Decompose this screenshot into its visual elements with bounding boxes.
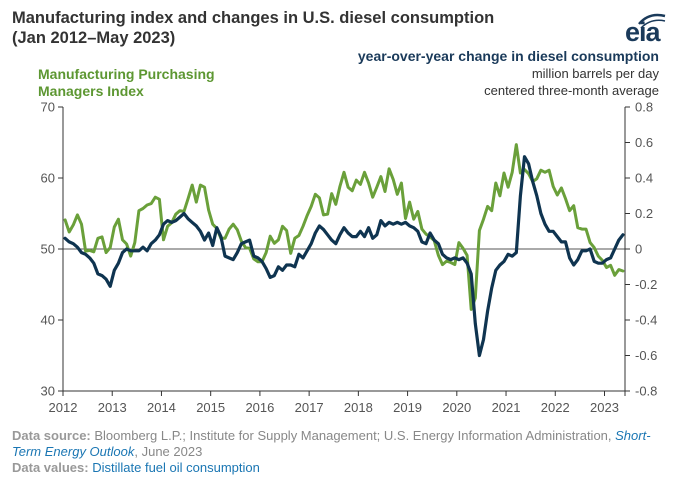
right-axis-title-line2: million barrels per day — [531, 66, 659, 81]
x-axis-tick-label: 2016 — [245, 400, 274, 415]
logo-arc-icon — [638, 13, 666, 29]
chart-title-line1: Manufacturing index and changes in U.S. … — [12, 9, 495, 27]
right-axis-tick-label: 0.4 — [635, 171, 653, 186]
right-axis-title: year-over-year change in diesel consumpt… — [358, 48, 659, 99]
right-axis-tick-label: -0.8 — [635, 384, 657, 399]
x-axis-tick-label: 2022 — [541, 400, 570, 415]
x-axis-tick-label: 2013 — [98, 400, 127, 415]
x-axis-tick-label: 2017 — [295, 400, 324, 415]
x-axis-tick-label: 2012 — [49, 400, 78, 415]
left-axis-tick-label: 40 — [41, 313, 55, 328]
x-axis-tick-label: 2015 — [196, 400, 225, 415]
right-axis-tick-label: 0.8 — [635, 100, 653, 115]
left-axis-tick-label: 50 — [41, 242, 55, 257]
left-axis-title-line2: Managers Index — [38, 83, 144, 99]
right-axis-tick-label: -0.2 — [635, 277, 657, 292]
data-values-label: Data values: — [12, 460, 89, 475]
left-axis-tick-label: 60 — [41, 171, 55, 186]
left-axis-title-line1: Manufacturing Purchasing — [38, 66, 215, 82]
data-values-note: Data values: Distillate fuel oil consump… — [12, 460, 260, 476]
data-source-date: , June 2023 — [134, 444, 203, 459]
data-source-text: Bloomberg L.P.; Institute for Supply Man… — [94, 428, 612, 443]
data-source-note: Data source: Bloomberg L.P.; Institute f… — [12, 428, 672, 460]
series-layer — [63, 143, 625, 358]
x-axis-tick-label: 2020 — [442, 400, 471, 415]
steo-link[interactable]: Short-Term Energy Outlook — [12, 428, 651, 459]
data-values-link[interactable]: Distillate fuel oil consumption — [92, 460, 260, 475]
x-axis-tick-label: 2018 — [344, 400, 373, 415]
right-axis-tick-label: 0 — [635, 242, 642, 257]
left-axis-tick-label: 30 — [41, 384, 55, 399]
right-axis-tick-label: 0.2 — [635, 206, 653, 221]
right-axis-tick-label: 0.6 — [635, 135, 653, 150]
right-axis-title-line1: year-over-year change in diesel consumpt… — [357, 48, 659, 64]
x-axis-tick-label: 2019 — [393, 400, 422, 415]
right-axis-tick-label: -0.4 — [635, 313, 657, 328]
right-axis-tick-label: -0.6 — [635, 348, 657, 363]
right-axis-title-line3: centered three-month average — [484, 83, 659, 98]
x-axis-tick-label: 2014 — [147, 400, 176, 415]
left-axis-title: Manufacturing Purchasing Managers Index — [38, 66, 268, 100]
data-source-label: Data source: — [12, 428, 91, 443]
x-axis-tick-label: 2021 — [492, 400, 521, 415]
eia-logo: eia — [625, 10, 673, 48]
logo-text: eia — [625, 17, 661, 47]
axes-layer: 30 40 50 60 70 -0.8 -0.6 -0.4 -0.2 0 0.2 0.4 0.6 0.8 2… — [41, 100, 658, 416]
left-axis-tick-label: 70 — [41, 100, 55, 115]
x-axis-tick-label: 2023 — [590, 400, 619, 415]
chart-title: Manufacturing index and changes in U.S. … — [12, 8, 494, 48]
diesel-series-line — [63, 155, 625, 358]
chart-title-line2: (Jan 2012–May 2023) — [12, 29, 176, 47]
